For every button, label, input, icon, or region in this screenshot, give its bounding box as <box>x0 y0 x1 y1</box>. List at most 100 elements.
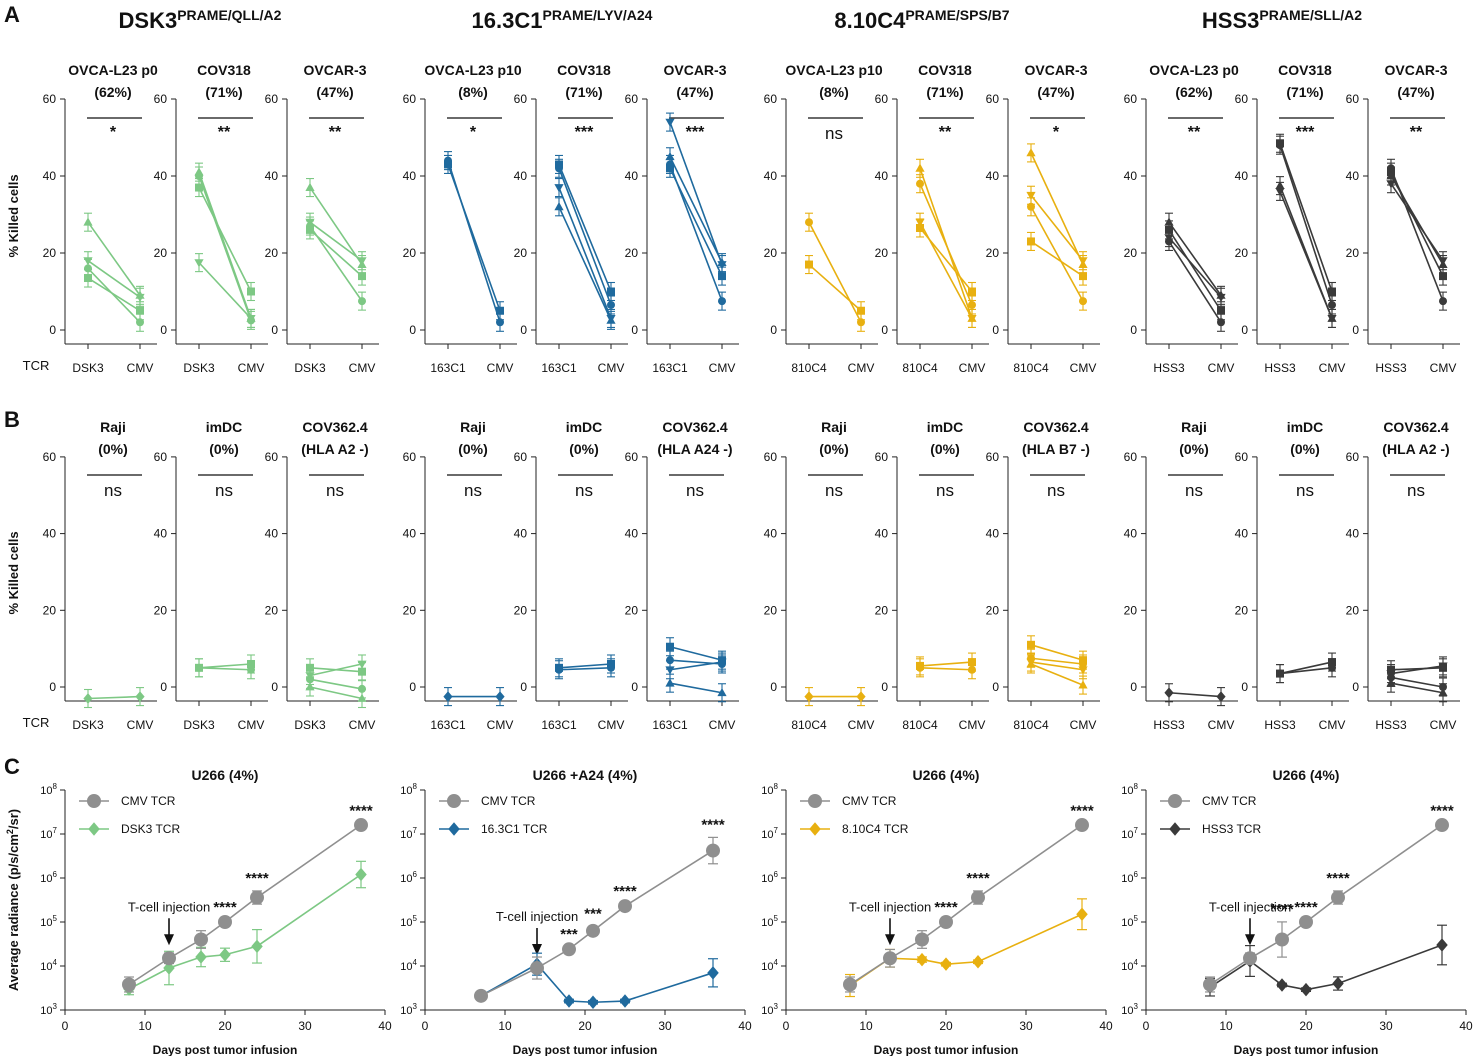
x-tick-label: CMV <box>959 361 986 375</box>
data-point <box>607 287 615 296</box>
series-line <box>1390 665 1444 675</box>
data-point <box>1328 663 1336 672</box>
plot-A-8.10C4-2: 0 20 40 60 810C4 CMV OVCAR-3 (47%) * <box>986 62 1100 375</box>
x-tick-label: CMV <box>1319 361 1346 375</box>
series-line <box>1279 661 1333 675</box>
data-point <box>358 297 366 306</box>
subplot-subtitle: (0%) <box>930 441 960 457</box>
data-point <box>1078 666 1088 675</box>
legend-label: DSK3 TCR <box>121 822 180 836</box>
y-tick-label: 60 <box>625 450 639 464</box>
y-tick-label: 60 <box>514 92 528 106</box>
y-tick-label: 20 <box>875 603 889 617</box>
series-line <box>309 221 363 262</box>
data-point <box>1438 687 1448 697</box>
series-line <box>1030 152 1084 265</box>
subplot-subtitle: (HLA A2 -) <box>301 441 368 457</box>
data-point <box>1327 315 1337 324</box>
annotation-text: T-cell injection <box>849 899 931 914</box>
y-tick-label: 60 <box>514 450 528 464</box>
significance-label: ns <box>936 481 954 500</box>
x-tick-label: DSK3 <box>72 361 104 375</box>
y-tick-label: 20 <box>154 246 168 260</box>
data-point <box>1026 659 1036 668</box>
data-point <box>972 954 984 969</box>
subplot-subtitle: (47%) <box>316 84 353 100</box>
subplot-title: Raji <box>821 419 847 435</box>
series-line <box>669 645 723 661</box>
data-point <box>940 957 952 971</box>
y-tick-label: 108 <box>761 782 778 797</box>
x-tick-label: CMV <box>848 718 875 732</box>
y-tick-label: 0 <box>520 680 527 694</box>
y-tick-label: 60 <box>875 450 889 464</box>
plot-B-DSK3-0: 0 20 40 60 DSK3 CMV Raji (0%) ns <box>43 419 157 732</box>
significance-label: ** <box>939 124 952 141</box>
plot-A-16.3C1-1: 0 20 40 60 163C1 CMV COV318 (71%) *** <box>514 62 628 375</box>
series-line <box>1209 944 1443 991</box>
data-point <box>916 223 924 232</box>
x-tick-label: HSS3 <box>1264 361 1296 375</box>
data-point <box>916 663 924 672</box>
annotation-arrow-head <box>532 944 542 956</box>
x-axis-label: Days post tumor infusion <box>1234 1043 1379 1056</box>
data-point <box>607 300 615 309</box>
series-line <box>1390 175 1444 265</box>
plot-C-16.3C1: 103 104 105 106 107 108 0 10 20 30 40 Days post tum… <box>400 767 752 1056</box>
data-point <box>83 693 93 704</box>
data-point <box>666 642 674 651</box>
x-tick-label: CMV <box>1319 718 1346 732</box>
significance-label: ns <box>1185 481 1203 500</box>
x-tick-label: DSK3 <box>72 718 104 732</box>
x-tick-label: 810C4 <box>1013 718 1049 732</box>
y-tick-label: 40 <box>986 169 1000 183</box>
y-tick-label: 0 <box>520 323 527 337</box>
significance-label: * <box>470 124 477 141</box>
data-point <box>163 961 175 975</box>
data-point <box>1027 237 1035 246</box>
subplot-title: COV318 <box>557 62 611 78</box>
x-tick-label: CMV <box>598 718 625 732</box>
x-tick-label: CMV <box>959 718 986 732</box>
significance-label: **** <box>1070 803 1094 820</box>
plot-B-DSK3-2: 0 20 40 60 DSK3 CMV COV362.4 (HLA A2 -) ns <box>265 419 379 732</box>
data-point <box>706 843 720 858</box>
data-point <box>1386 678 1396 687</box>
series-line <box>558 663 612 669</box>
data-point <box>1328 300 1336 309</box>
x-tick-label: 10 <box>498 1019 512 1033</box>
y-tick-label: 60 <box>1235 450 1249 464</box>
x-tick-label: CMV <box>238 718 265 732</box>
legend-label: 8.10C4 TCR <box>842 822 909 836</box>
y-tick-label: 105 <box>761 914 778 929</box>
x-tick-label: 20 <box>939 1019 953 1033</box>
significance-label: ns <box>464 481 482 500</box>
significance-label: ns <box>104 481 122 500</box>
subplot-subtitle: (0%) <box>819 441 849 457</box>
y-tick-label: 20 <box>514 603 528 617</box>
series-line <box>1030 206 1084 302</box>
data-point <box>717 658 727 667</box>
y-tick-label: 40 <box>875 527 889 541</box>
series-line <box>1030 644 1084 661</box>
plot-A-DSK3-2: 0 20 40 60 DSK3 CMV OVCAR-3 (47%) ** <box>265 62 379 375</box>
significance-label: **** <box>1270 901 1294 918</box>
data-point <box>1027 640 1035 649</box>
y-tick-label: 104 <box>40 958 57 973</box>
data-point <box>915 163 925 172</box>
y-tick-label: 40 <box>154 527 168 541</box>
y-tick-label: 60 <box>403 450 417 464</box>
data-point <box>916 952 928 967</box>
subplot-subtitle: (71%) <box>565 84 602 100</box>
y-tick-label: 108 <box>1121 782 1138 797</box>
y-tick-label: 40 <box>265 527 279 541</box>
series-line <box>1390 682 1444 694</box>
plot-A-HSS3-0: 0 20 40 60 HSS3 CMV OVCA-L23 p0 (62%) ** <box>1124 62 1239 375</box>
series-line <box>198 187 252 292</box>
y-tick-label: 105 <box>1121 914 1138 929</box>
series-line <box>849 913 1083 987</box>
data-point <box>1332 976 1344 991</box>
y-tick-label: 60 <box>43 92 57 106</box>
y-tick-label: 20 <box>875 246 889 260</box>
data-point <box>1439 297 1447 306</box>
